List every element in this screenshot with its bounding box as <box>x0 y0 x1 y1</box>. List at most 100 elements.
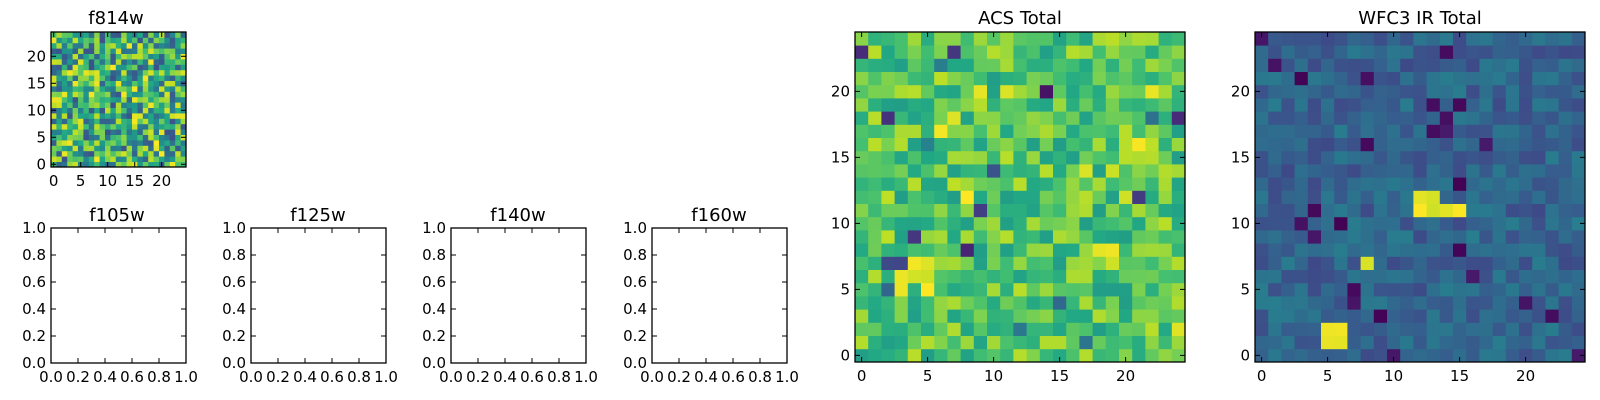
heatmap-cell <box>1026 269 1041 284</box>
panel-f140w: f140w 0.0 0.2 0.4 0.6 0.8 1.00.00.20.40.60.81… <box>422 205 598 386</box>
heatmap-cell <box>137 37 144 44</box>
heatmap-cell <box>855 190 869 204</box>
heatmap-cell <box>1171 269 1186 284</box>
heatmap-cell <box>105 96 111 103</box>
heatmap-cell <box>1466 177 1480 191</box>
heatmap-cell <box>159 42 165 49</box>
heatmap-cell <box>1268 243 1282 257</box>
heatmap-cell <box>1360 296 1375 310</box>
heatmap-cell <box>1255 216 1269 231</box>
y-tick-label: 0.0 <box>22 354 46 372</box>
heatmap-cell <box>94 134 100 141</box>
heatmap-cell <box>1105 32 1120 46</box>
heatmap-cell <box>61 32 68 38</box>
heatmap-cell <box>1373 243 1388 257</box>
heatmap-cell <box>1105 45 1120 59</box>
heatmap-cell <box>1545 322 1559 336</box>
heatmap-cell <box>1294 45 1309 59</box>
heatmap-cell <box>1145 335 1159 350</box>
heatmap-cell <box>1105 98 1120 112</box>
heatmap-cell <box>1268 216 1282 231</box>
heatmap-cell <box>126 32 133 38</box>
heatmap-cell <box>153 134 160 141</box>
heatmap-cell <box>1334 269 1348 284</box>
heatmap-cell <box>1307 216 1322 231</box>
heatmap-cell <box>987 45 1001 59</box>
heatmap-cell <box>175 150 181 157</box>
x-tick-label: 20 <box>152 172 171 190</box>
heatmap-cell <box>148 48 154 54</box>
heatmap-cell <box>164 134 171 141</box>
heatmap-cell <box>72 37 79 44</box>
heatmap-cell <box>1000 190 1014 204</box>
heatmap-cell <box>921 177 935 191</box>
heatmap-cell <box>51 118 57 125</box>
x-tick-label: 1.0 <box>174 368 198 386</box>
x-tick-label: 0.0 <box>239 368 263 386</box>
heatmap-cell <box>1066 230 1080 244</box>
heatmap-cell <box>164 59 171 65</box>
heatmap-cell <box>1532 177 1546 191</box>
heatmap-cell <box>1387 203 1401 218</box>
heatmap-cell <box>61 123 68 130</box>
heatmap-cell <box>78 59 84 65</box>
heatmap-cell <box>1092 335 1107 350</box>
heatmap-cell <box>51 86 57 92</box>
heatmap-cell <box>72 59 79 65</box>
heatmap-cell <box>1400 282 1414 297</box>
heatmap-cell <box>1387 45 1401 59</box>
heatmap-cell <box>61 80 68 87</box>
heatmap-cell <box>1373 348 1388 363</box>
heatmap-cell <box>1079 243 1093 257</box>
heatmap-cell <box>1039 322 1054 336</box>
heatmap-cell <box>1492 282 1507 297</box>
heatmap-cell <box>94 156 100 162</box>
heatmap-cell <box>1092 58 1107 72</box>
heatmap-cell <box>1400 190 1414 204</box>
heatmap-cell <box>1439 45 1454 59</box>
heatmap-cell <box>1171 177 1186 191</box>
heatmap-cell <box>1066 243 1080 257</box>
heatmap-cell <box>1413 256 1427 270</box>
heatmap-cell <box>1119 58 1133 72</box>
heatmap-cell <box>1145 190 1159 204</box>
heatmap-cell <box>868 296 882 310</box>
heatmap-cell <box>1373 111 1388 125</box>
heatmap-cell <box>1360 58 1375 72</box>
heatmap-cell <box>121 91 127 98</box>
heatmap-cell <box>1026 84 1041 99</box>
heatmap-cell <box>121 118 127 125</box>
heatmap-cell <box>1321 256 1335 270</box>
heatmap-cell <box>1039 32 1054 46</box>
heatmap-cell <box>142 86 149 92</box>
heatmap-cell <box>137 123 144 130</box>
heatmap-cell <box>1158 348 1173 363</box>
heatmap-cell <box>88 96 95 103</box>
heatmap-cell <box>1373 150 1388 165</box>
heatmap-cell <box>78 53 84 60</box>
heatmap-cell <box>973 203 988 218</box>
heatmap-cell <box>934 58 948 72</box>
heatmap-cell <box>1307 111 1322 125</box>
heatmap-cell <box>105 69 111 76</box>
heatmap-cell <box>1545 296 1559 310</box>
heatmap-cell <box>180 102 187 108</box>
heatmap-cell <box>987 111 1001 125</box>
heatmap-cell <box>126 161 133 168</box>
heatmap-cell <box>61 156 68 162</box>
heatmap-cell <box>1347 137 1361 152</box>
heatmap-cell <box>1492 335 1507 350</box>
heatmap-cell <box>1373 282 1388 297</box>
heatmap-cell <box>1066 348 1080 363</box>
heatmap-cell <box>1413 71 1427 86</box>
heatmap-cell <box>1039 124 1054 138</box>
heatmap-cell <box>56 107 63 114</box>
heatmap-cell <box>132 96 138 103</box>
heatmap-cell <box>126 53 133 60</box>
heatmap-cell <box>1558 296 1573 310</box>
heatmap-cell <box>1426 296 1441 310</box>
heatmap-cell <box>164 107 171 114</box>
heatmap-cell <box>1545 84 1559 99</box>
heatmap-cell <box>99 102 106 108</box>
heatmap-cell <box>56 140 63 146</box>
